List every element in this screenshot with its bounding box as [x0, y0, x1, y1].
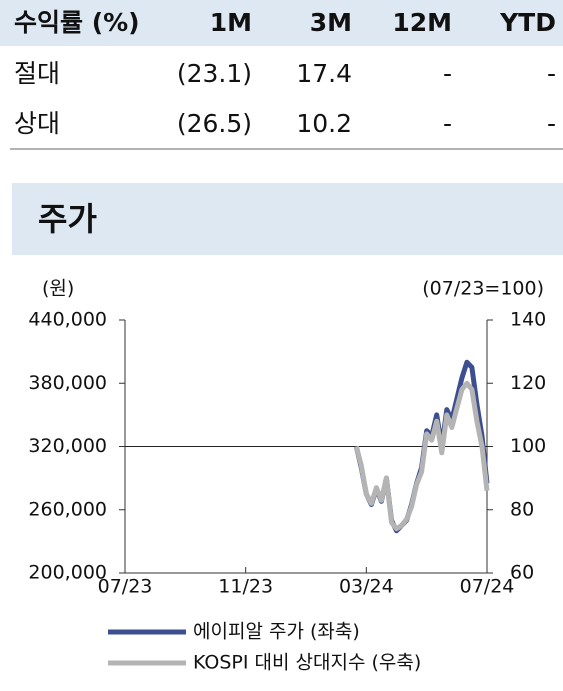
y-axis-label: (원): [42, 278, 74, 300]
table-header-cell: 3M: [310, 8, 352, 37]
table-header-cell: 수익률 (%): [14, 8, 140, 37]
y2-tick-label: 100: [510, 435, 546, 457]
table-cell: -: [547, 59, 556, 88]
x-tick-label: 11/23: [218, 576, 273, 598]
series-line: [353, 380, 490, 532]
section-title: 주가: [38, 200, 97, 238]
table-cell: 17.4: [296, 59, 352, 88]
y2-tick-label: 120: [510, 372, 546, 394]
section-bg: [12, 183, 563, 255]
table-cell: -: [443, 109, 452, 138]
legend-label: KOSPI 대비 상대지수 (우축): [193, 652, 421, 674]
x-tick-label: 07/23: [98, 576, 153, 598]
y-tick-label: 260,000: [28, 498, 107, 520]
y-tick-label: 380,000: [28, 372, 107, 394]
y2-tick-label: 80: [510, 498, 534, 520]
table-cell: 절대: [14, 59, 60, 88]
table-header-bg: [0, 0, 563, 46]
x-tick-label: 03/24: [339, 576, 394, 598]
x-tick-label: 07/24: [460, 576, 515, 598]
table-cell: (23.1): [177, 59, 252, 88]
y-tick-label: 200,000: [28, 562, 107, 584]
y2-tick-label: 140: [510, 309, 546, 331]
table-cell: -: [547, 109, 556, 138]
table-cell: 10.2: [296, 109, 352, 138]
y2-tick-label: 60: [510, 562, 534, 584]
table-cell: 상대: [14, 109, 60, 138]
table-header-cell: 12M: [392, 8, 452, 37]
table-header-cell: 1M: [210, 8, 252, 37]
legend-label: 에이피알 주가 (좌축): [193, 621, 360, 643]
y-tick-label: 320,000: [28, 435, 107, 457]
y2-axis-label: (07/23=100): [422, 278, 544, 300]
y-tick-label: 440,000: [28, 309, 107, 331]
table-cell: -: [443, 59, 452, 88]
table-header-cell: YTD: [499, 8, 556, 37]
table-cell: (26.5): [177, 109, 252, 138]
